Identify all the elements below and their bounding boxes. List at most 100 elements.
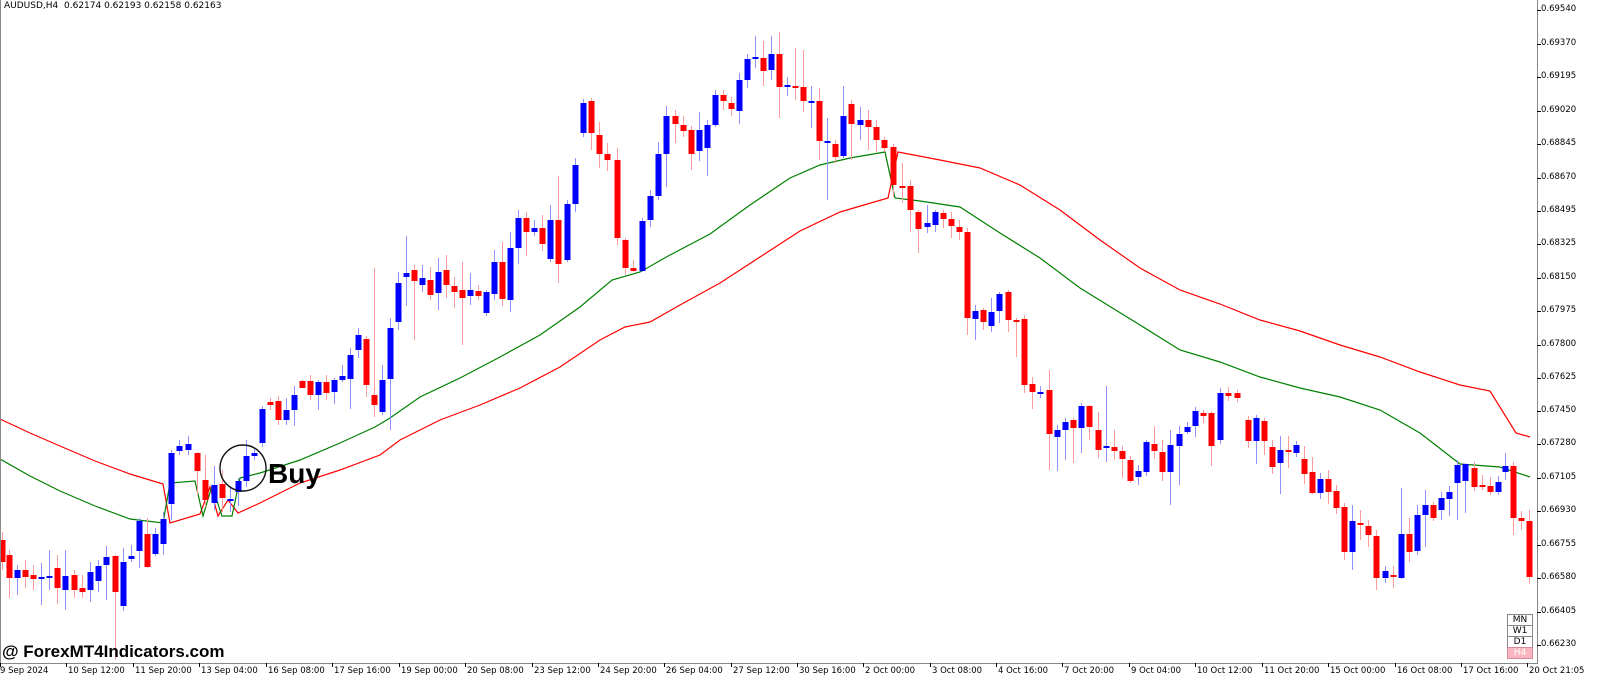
candle <box>768 36 775 80</box>
candle <box>103 546 110 600</box>
candle <box>988 298 995 332</box>
price-tick-label: 0.66580 <box>1541 572 1577 582</box>
time-tick-label: 10 Oct 12:00 <box>1197 666 1253 676</box>
candle <box>752 36 759 68</box>
candle <box>395 272 402 330</box>
candle <box>1013 318 1020 357</box>
candle <box>1454 460 1461 520</box>
candle <box>251 449 258 460</box>
candle <box>1301 446 1308 484</box>
symbol-label: AUDUSD,H4 <box>4 1 59 11</box>
price-tick-label: 0.67975 <box>1541 305 1577 315</box>
candle <box>1005 290 1012 332</box>
candle <box>403 236 410 306</box>
candle <box>1487 477 1494 495</box>
candle <box>435 258 442 310</box>
time-tick-label: 2 Oct 00:00 <box>865 666 916 676</box>
candle <box>1479 475 1486 490</box>
candle <box>1119 446 1126 478</box>
time-tick-label: 16 Oct 08:00 <box>1397 666 1453 676</box>
candle <box>1309 457 1316 494</box>
lower-band-line <box>0 151 1531 524</box>
candle <box>1103 386 1110 462</box>
candle <box>483 290 490 316</box>
candle <box>639 218 646 272</box>
watermark: @ ForexMT4Indicators.com <box>2 642 225 661</box>
candle <box>355 328 362 358</box>
candle <box>120 548 127 611</box>
candle <box>873 120 880 152</box>
candle <box>1054 425 1061 471</box>
price-tick-label: 0.67800 <box>1541 339 1577 349</box>
candle <box>980 308 987 330</box>
candle <box>956 220 963 240</box>
candle <box>1086 405 1093 440</box>
candle <box>792 48 799 100</box>
timeframe-button-h4[interactable]: H4 <box>1507 647 1533 659</box>
candle <box>1293 441 1300 457</box>
candle <box>1357 510 1364 540</box>
candle <box>168 450 175 520</box>
time-tick-label: 9 Oct 04:00 <box>1131 666 1182 676</box>
candle <box>848 100 855 160</box>
candle <box>227 486 234 512</box>
candle <box>996 292 1003 323</box>
candle <box>630 260 637 272</box>
candle <box>523 212 530 256</box>
candle <box>427 267 434 300</box>
ohlc-values: 0.62174 0.62193 0.62158 0.62163 <box>64 1 222 11</box>
price-tick-label: 0.69370 <box>1541 38 1577 48</box>
candle <box>347 348 354 409</box>
candle <box>451 277 458 308</box>
candle <box>1406 518 1413 562</box>
price-tick-label: 0.68845 <box>1541 138 1577 148</box>
candle <box>1261 418 1268 455</box>
candle <box>95 560 102 592</box>
indicator-bands <box>0 151 1531 524</box>
chart-axes <box>0 0 1541 667</box>
price-tick-label: 0.69020 <box>1541 105 1577 115</box>
candle <box>38 563 45 605</box>
candle <box>144 518 151 568</box>
candle <box>800 50 807 112</box>
candle <box>531 220 538 236</box>
candle <box>475 285 482 300</box>
candle <box>840 86 847 158</box>
price-tick-label: 0.66755 <box>1541 539 1577 549</box>
time-tick-label: 15 Oct 00:00 <box>1330 666 1386 676</box>
candle <box>1192 407 1199 437</box>
candlesticks <box>0 32 1533 660</box>
candle <box>647 190 654 227</box>
candle <box>0 532 6 570</box>
candle <box>1414 505 1421 555</box>
candle <box>964 228 971 335</box>
candle <box>1398 488 1405 579</box>
candle <box>331 378 338 404</box>
candle <box>672 110 679 143</box>
time-tick-label: 9 Sep 2024 <box>0 666 49 676</box>
candle <box>776 32 783 118</box>
candle <box>580 99 587 137</box>
candle <box>832 140 839 163</box>
candle <box>899 163 906 203</box>
time-tick-label: 20 Oct 21:05 <box>1529 666 1585 676</box>
candle <box>22 560 29 588</box>
candle <box>784 77 791 96</box>
candle <box>736 73 743 124</box>
chart-title: AUDUSD,H4 0.62174 0.62193 0.62158 0.6216… <box>4 1 221 11</box>
candle <box>1217 388 1224 444</box>
candle <box>1390 566 1397 588</box>
candle <box>71 570 78 598</box>
candle <box>688 126 695 170</box>
candle <box>1225 387 1232 401</box>
candle <box>907 180 914 232</box>
candle <box>283 398 290 425</box>
time-tick-label: 7 Oct 20:00 <box>1064 666 1115 676</box>
candle <box>1143 440 1150 476</box>
candle <box>1208 411 1215 466</box>
price-tick-label: 0.67450 <box>1541 405 1577 415</box>
candle <box>54 555 61 604</box>
candle <box>1317 473 1324 499</box>
candle <box>176 440 183 455</box>
